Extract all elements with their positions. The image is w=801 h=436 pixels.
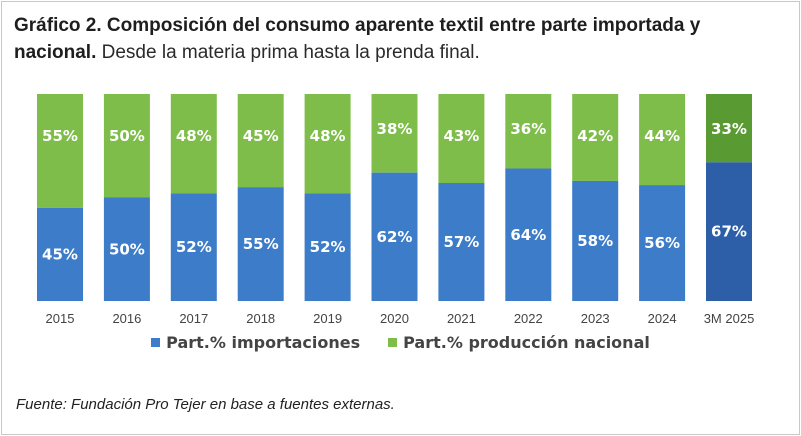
- bar-nacional-2016: [103, 94, 150, 198]
- bar-importaciones-2023: [572, 180, 619, 301]
- bar-label-importaciones-2018: 55%: [243, 235, 279, 253]
- legend: Part.% importaciones Part.% producción n…: [0, 333, 801, 355]
- bar-importaciones-2024: [639, 185, 686, 301]
- x-tick-2017: 2017: [179, 311, 208, 326]
- bar-label-nacional-2015: 55%: [42, 127, 78, 145]
- x-tick-2023: 2023: [581, 311, 610, 326]
- bar-nacional-2024: [639, 94, 686, 186]
- x-tick-2024: 2024: [648, 311, 677, 326]
- legend-label-importaciones: Part.% importaciones: [166, 333, 361, 352]
- bar-importaciones-2019: [304, 193, 351, 301]
- bar-label-importaciones-3m-2025: 67%: [711, 223, 747, 241]
- chart-subtitle: Desde la materia prima hasta la prenda f…: [101, 42, 480, 63]
- bar-label-nacional-2022: 36%: [510, 120, 546, 138]
- bar-label-nacional-2019: 48%: [310, 127, 346, 145]
- bar-label-importaciones-2017: 52%: [176, 238, 212, 256]
- bar-nacional-2017: [170, 94, 217, 194]
- bar-nacional-2023: [572, 94, 619, 181]
- bar-importaciones-2021: [438, 183, 485, 301]
- bar-label-importaciones-2020: 62%: [377, 228, 413, 246]
- x-tick-2018: 2018: [246, 311, 275, 326]
- bar-label-nacional-2016: 50%: [109, 127, 145, 145]
- x-tick-3m-2025: 3M 2025: [704, 311, 755, 326]
- bar-importaciones-2017: [170, 193, 217, 301]
- bar-importaciones-3m-2025: [706, 162, 752, 301]
- bar-label-importaciones-2024: 56%: [644, 234, 680, 252]
- legend-swatch-nacional: [388, 338, 398, 347]
- bar-nacional-2015: [37, 94, 83, 208]
- bar-label-nacional-2023: 42%: [577, 127, 613, 145]
- bar-importaciones-2018: [237, 187, 284, 301]
- bar-label-nacional-2021: 43%: [443, 127, 479, 145]
- bar-nacional-2019: [304, 94, 351, 194]
- bar-label-importaciones-2021: 57%: [443, 233, 479, 251]
- chart-title-bold: Gráfico 2. Composición del consumo apare…: [14, 15, 701, 63]
- bar-label-nacional-2018: 45%: [243, 127, 279, 145]
- bar-label-importaciones-2016: 50%: [109, 240, 145, 258]
- bar-importaciones-2016: [103, 197, 150, 301]
- bar-label-nacional-2024: 44%: [644, 127, 680, 145]
- legend-label-nacional: Part.% producción nacional: [403, 333, 650, 352]
- bar-nacional-3m-2025: [706, 94, 752, 163]
- x-tick-2022: 2022: [514, 311, 543, 326]
- bar-label-importaciones-2022: 64%: [510, 226, 546, 244]
- chart-title: Gráfico 2. Composición del consumo apare…: [14, 12, 784, 66]
- bar-label-importaciones-2023: 58%: [577, 232, 613, 250]
- bar-nacional-2020: [371, 94, 418, 173]
- bar-nacional-2022: [505, 94, 552, 169]
- legend-swatch-importaciones: [151, 338, 161, 347]
- bar-importaciones-2015: [37, 207, 83, 301]
- x-tick-2019: 2019: [313, 311, 342, 326]
- bar-importaciones-2020: [371, 172, 418, 301]
- legend-item-nacional: Part.% producción nacional: [388, 333, 650, 352]
- x-tick-2016: 2016: [112, 311, 141, 326]
- bar-nacional-2018: [237, 94, 284, 188]
- x-tick-2021: 2021: [447, 311, 476, 326]
- bar-importaciones-2022: [505, 168, 552, 301]
- x-tick-2015: 2015: [46, 311, 75, 326]
- bar-label-nacional-2020: 38%: [377, 120, 413, 138]
- source-note: Fuente: Fundación Pro Tejer en base a fu…: [16, 396, 395, 413]
- bar-label-importaciones-2015: 45%: [42, 245, 78, 263]
- bar-label-nacional-3m-2025: 33%: [711, 120, 747, 138]
- bar-nacional-2021: [438, 94, 485, 184]
- legend-item-importaciones: Part.% importaciones: [151, 333, 360, 352]
- x-tick-2020: 2020: [380, 311, 409, 326]
- bar-label-importaciones-2019: 52%: [310, 238, 346, 256]
- bar-label-nacional-2017: 48%: [176, 127, 212, 145]
